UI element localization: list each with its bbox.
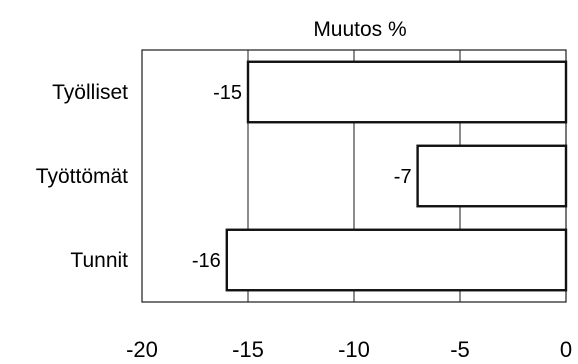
x-tick-label: -15 bbox=[232, 337, 264, 362]
x-tick-label: -5 bbox=[450, 337, 470, 362]
x-tick-label: 0 bbox=[560, 337, 572, 362]
bar bbox=[225, 228, 568, 292]
bars: -15 -7 -16 bbox=[192, 60, 568, 292]
category-labels: Työlliset Työttömät Tunnit bbox=[36, 81, 128, 272]
category-label: Työttömät bbox=[36, 165, 128, 188]
category-label: Tunnit bbox=[70, 249, 128, 272]
category-label: Työlliset bbox=[52, 81, 128, 104]
x-tick-label: -20 bbox=[126, 337, 158, 362]
x-axis-tick-labels: -20 -15 -10 -5 0 bbox=[126, 337, 572, 362]
data-label: -7 bbox=[394, 166, 412, 188]
bar bbox=[246, 60, 568, 124]
chart-title: Muutos % bbox=[313, 18, 406, 41]
bar bbox=[416, 144, 568, 208]
data-label: -16 bbox=[192, 250, 221, 272]
x-tick-label: -10 bbox=[338, 337, 370, 362]
data-label: -15 bbox=[213, 82, 242, 104]
